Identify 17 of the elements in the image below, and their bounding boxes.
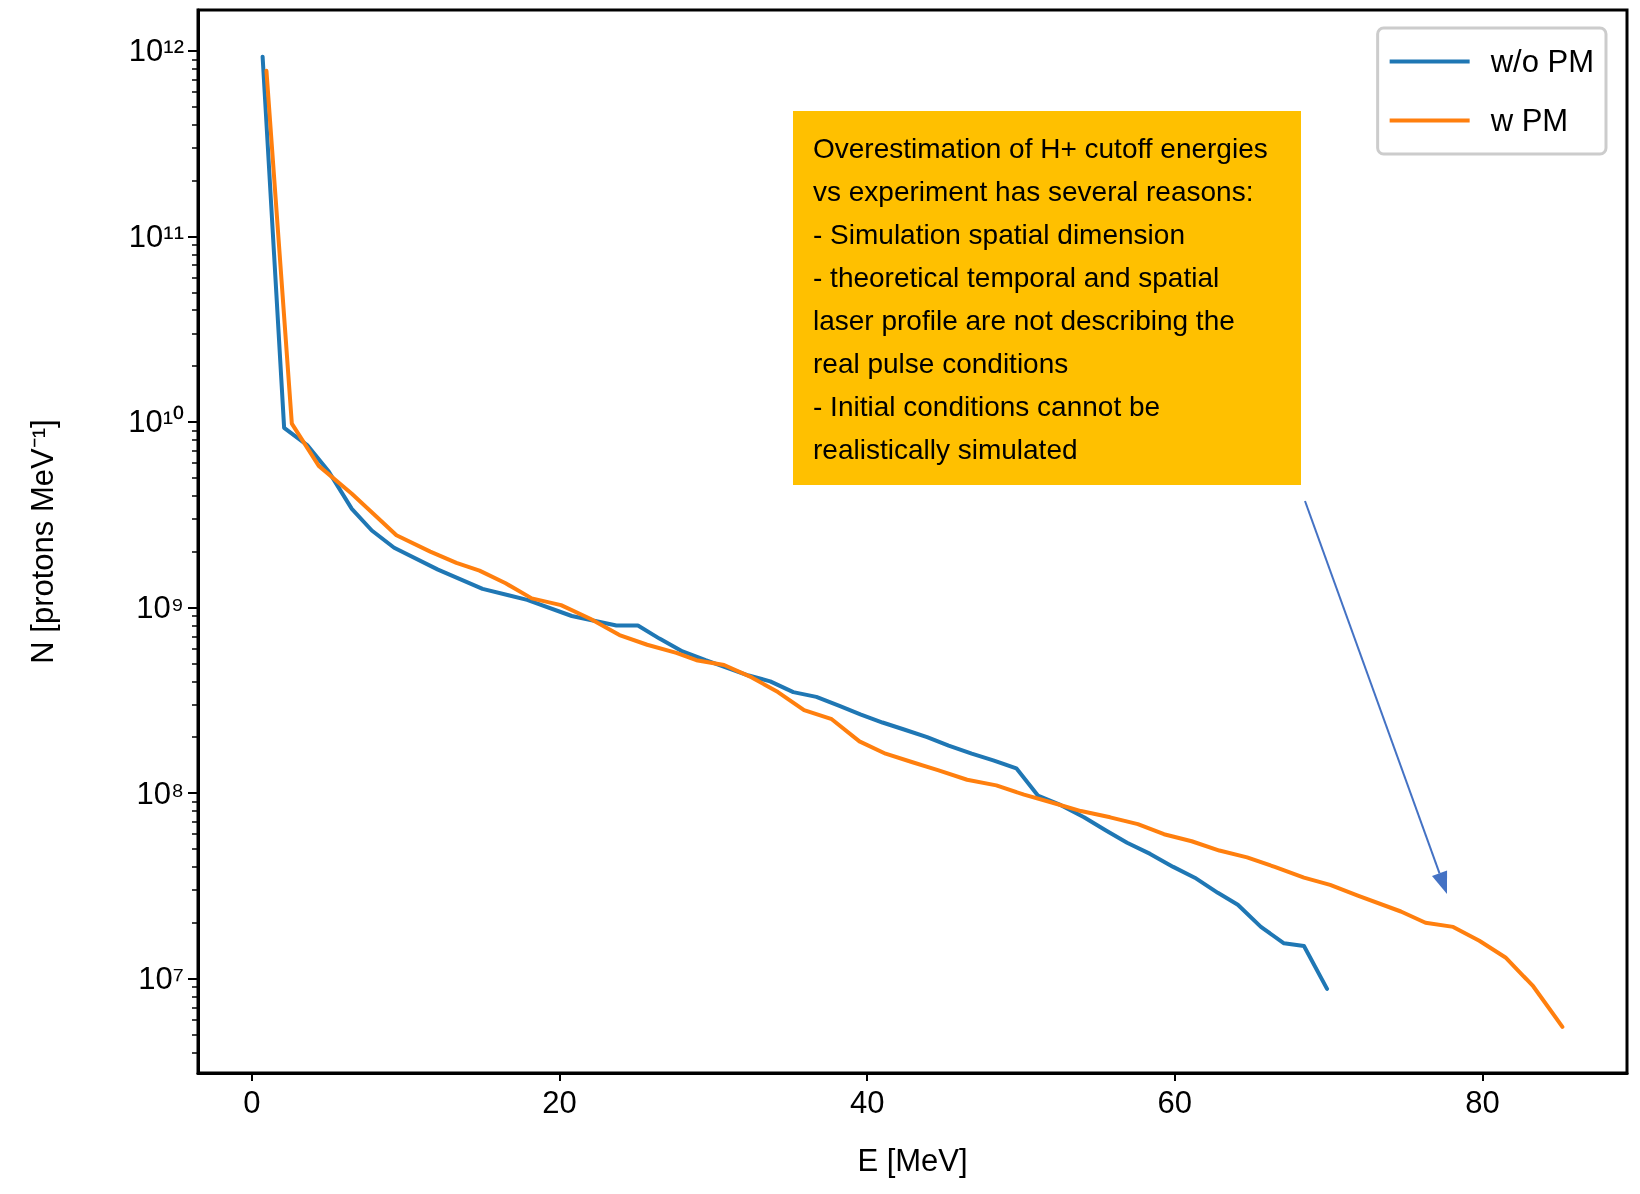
y-tick-label: 10¹¹ bbox=[128, 218, 184, 254]
y-tick-label: 10⁸ bbox=[136, 775, 184, 811]
x-tick-label: 20 bbox=[542, 1085, 577, 1120]
x-tick-label: 60 bbox=[1157, 1085, 1193, 1120]
annotation: Overestimation of H+ cutoff energies vs experiment has several reasons: - Simulation spatial dimension - theoretical temporal and spatial laser profile are not describing the real pulse conditions - Initial conditions cannot be realistically simulated bbox=[813, 133, 1268, 465]
y-tick-label: 10¹² bbox=[128, 33, 184, 69]
x-tick-label: 40 bbox=[849, 1085, 885, 1120]
x-tick-label: 80 bbox=[1465, 1085, 1500, 1120]
x-tick-label: 0 bbox=[243, 1085, 261, 1120]
y-tick-label: 10⁹ bbox=[136, 590, 184, 626]
y-axis-title: N [protons MeV⁻¹] bbox=[25, 419, 60, 664]
legend-label: w/o PM bbox=[1489, 44, 1595, 79]
y-tick-label: 10⁷ bbox=[138, 961, 184, 997]
y-tick-label: 10¹⁰ bbox=[128, 404, 184, 440]
x-axis-title: E [MeV] bbox=[857, 1143, 968, 1178]
line-series bbox=[260, 54, 1330, 991]
legend-label: w PM bbox=[1489, 103, 1569, 138]
